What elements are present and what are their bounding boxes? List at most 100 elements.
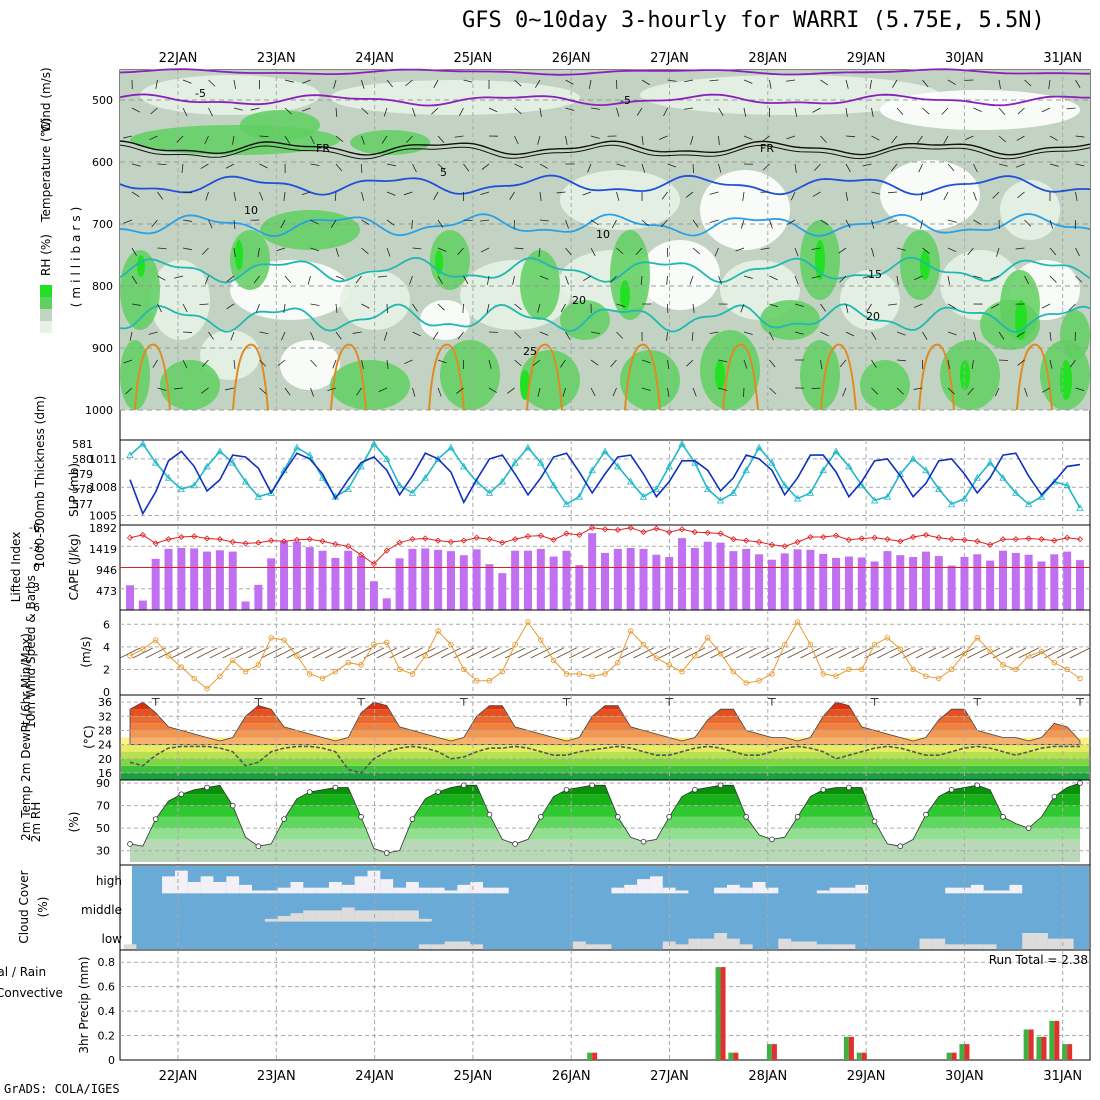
wind-barb bbox=[918, 163, 923, 173]
cloud-cover-bar-low bbox=[1060, 938, 1074, 950]
wind-barb bbox=[896, 387, 904, 395]
ylabel-millibars: (millibars) bbox=[69, 203, 83, 308]
wind-barb bbox=[386, 79, 393, 88]
cloud-level-label: middle bbox=[81, 903, 122, 917]
precip-axis-label: 3hr Precip (mm) bbox=[77, 956, 91, 1053]
wind10-point bbox=[961, 650, 968, 657]
li-point bbox=[794, 538, 801, 546]
temp2m-tick-label: 28 bbox=[98, 724, 112, 737]
rh2m-point bbox=[794, 814, 801, 820]
wind-barb bbox=[433, 79, 439, 89]
wind10-point bbox=[936, 675, 942, 682]
wind-barb bbox=[743, 135, 753, 140]
wind-barb bbox=[327, 387, 337, 392]
wind-barb bbox=[259, 359, 267, 367]
wind-barb bbox=[539, 219, 549, 222]
li-point bbox=[935, 534, 942, 541]
wind-barb bbox=[332, 359, 337, 369]
cloud-cover-bar-high bbox=[393, 887, 407, 894]
wind-barb bbox=[684, 107, 694, 110]
rh-region bbox=[1000, 180, 1060, 240]
wind-barb bbox=[1075, 275, 1083, 283]
wind-barb bbox=[335, 107, 338, 117]
li-point bbox=[512, 536, 519, 543]
precip-total-bar bbox=[715, 967, 721, 1060]
cape-bar bbox=[934, 556, 943, 610]
li-axis-label: Lifted Index bbox=[9, 532, 23, 603]
precip-total-bar bbox=[856, 1052, 862, 1060]
wind-barb bbox=[437, 359, 447, 364]
wind-barb bbox=[947, 303, 956, 309]
wind-barb bbox=[845, 135, 856, 138]
wind-barb bbox=[361, 303, 370, 309]
wind-barb bbox=[690, 135, 694, 145]
rh2m-point bbox=[615, 814, 621, 820]
li-point bbox=[922, 531, 930, 538]
wind-barb bbox=[538, 247, 541, 257]
date-label-top: 30JAN bbox=[945, 51, 984, 66]
wind-barb bbox=[663, 107, 668, 117]
wind10-barb bbox=[941, 647, 962, 659]
date-label-bottom: 23JAN bbox=[257, 1069, 296, 1084]
wind-barb bbox=[255, 303, 260, 313]
thickness-series-line-point bbox=[562, 500, 571, 508]
wind-barb bbox=[182, 219, 192, 222]
wind-barb bbox=[943, 191, 949, 201]
precip-convective-bar bbox=[733, 1052, 739, 1060]
wind10-barb bbox=[671, 647, 693, 659]
wind-barb bbox=[335, 135, 344, 142]
precip-convective-bar bbox=[1054, 1020, 1060, 1060]
wind-barb bbox=[277, 359, 286, 367]
wind-barb bbox=[990, 275, 1000, 280]
cloud-cover-bar-high bbox=[470, 882, 484, 894]
temp-contour-20 bbox=[119, 303, 1091, 333]
li-point bbox=[280, 538, 288, 545]
wind-barb bbox=[590, 359, 599, 366]
thickness-series-line-point bbox=[588, 466, 596, 474]
temp-contour-minus5 bbox=[119, 93, 1090, 107]
wind-barb bbox=[769, 303, 779, 308]
thickness-series-line-point bbox=[973, 473, 981, 481]
wind10-point bbox=[255, 662, 262, 668]
thickness-series-line-point bbox=[203, 462, 211, 470]
cape-bar bbox=[947, 565, 956, 610]
wind10-point bbox=[268, 635, 274, 641]
wind10-point bbox=[204, 685, 210, 692]
wind10-point bbox=[846, 666, 852, 673]
wind-barb bbox=[253, 275, 260, 284]
cloud-cover-bar-high bbox=[380, 879, 394, 894]
precip-total-bar bbox=[587, 1052, 593, 1060]
wind10-point bbox=[1025, 653, 1032, 659]
rh2m-point bbox=[358, 814, 364, 820]
li-point bbox=[383, 547, 390, 554]
wind-barb bbox=[310, 135, 315, 145]
cloud-cover-bar-low bbox=[1022, 933, 1036, 950]
li-point bbox=[820, 533, 827, 541]
wind-barb bbox=[539, 331, 549, 336]
wind-barb bbox=[386, 163, 396, 167]
wind10-barb bbox=[389, 647, 410, 659]
thickness-series-line-point bbox=[229, 458, 237, 466]
wind-barb bbox=[432, 331, 439, 340]
wind10-barb bbox=[723, 647, 744, 659]
rh-moist-region bbox=[330, 360, 410, 410]
cape-bar bbox=[1063, 551, 1072, 610]
wind-barb bbox=[616, 191, 620, 201]
wind-barb bbox=[257, 247, 260, 257]
wind-barb bbox=[537, 303, 541, 313]
thickness-series-line bbox=[129, 442, 1081, 509]
wind10-barb bbox=[184, 647, 205, 659]
wind-barb bbox=[381, 135, 388, 144]
wind-barb bbox=[718, 359, 728, 363]
rh2m-point bbox=[435, 789, 441, 795]
rh2m-point bbox=[974, 782, 981, 789]
wind-barb bbox=[276, 247, 286, 252]
rh2m-point bbox=[1077, 780, 1083, 786]
wind10-barb bbox=[338, 647, 359, 659]
wind-barb bbox=[743, 359, 748, 369]
wind-barb bbox=[283, 191, 286, 201]
rh-moist-region bbox=[860, 360, 910, 410]
date-label-bottom: 25JAN bbox=[454, 1069, 493, 1084]
thickness-series-line-point bbox=[960, 494, 969, 502]
li-point bbox=[653, 525, 660, 532]
